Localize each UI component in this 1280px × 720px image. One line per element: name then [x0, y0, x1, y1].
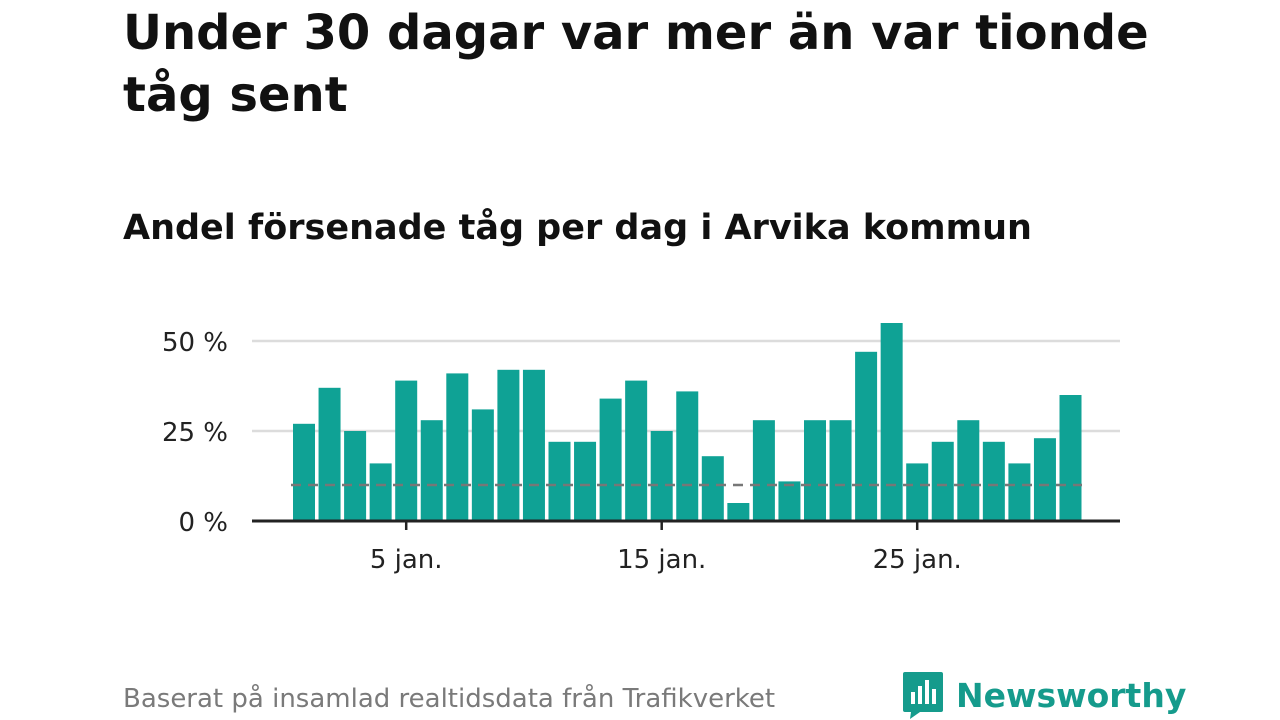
- headline: Under 30 dagar var mer än var tionde tåg…: [123, 5, 1149, 123]
- bar: [318, 387, 341, 521]
- y-tick-label: 0 %: [178, 508, 228, 538]
- x-tick-label: 15 jan.: [617, 545, 706, 575]
- bar: [420, 420, 443, 521]
- newsworthy-logo-icon: [903, 672, 943, 719]
- x-tick-label: 5 jan.: [370, 545, 443, 575]
- bar: [676, 391, 699, 521]
- bar: [931, 441, 954, 521]
- bar: [906, 463, 929, 521]
- bar: [650, 431, 673, 521]
- bar: [574, 441, 597, 521]
- bar: [446, 373, 469, 521]
- bar: [395, 380, 418, 521]
- brand-name: Newsworthy: [956, 675, 1187, 715]
- bar: [829, 420, 852, 521]
- bar: [344, 431, 367, 521]
- bar: [1033, 438, 1056, 521]
- bar: [880, 323, 903, 521]
- bar: [804, 420, 826, 521]
- bar: [982, 441, 1005, 521]
- bar: [497, 369, 520, 521]
- bar: [293, 423, 315, 521]
- bar: [369, 463, 392, 521]
- bar: [471, 409, 494, 521]
- bar: [548, 441, 571, 521]
- y-tick-label: 25 %: [162, 418, 228, 448]
- bar: [599, 398, 622, 521]
- y-tick-label: 50 %: [162, 328, 228, 358]
- chart-title: Andel försenade tåg per dag i Arvika kom…: [123, 208, 1032, 248]
- bar: [701, 456, 724, 521]
- bar: [1008, 463, 1031, 521]
- bar: [727, 503, 750, 521]
- bar: [855, 351, 878, 521]
- bar: [522, 369, 545, 521]
- bar: [778, 481, 801, 521]
- source-note: Baserat på insamlad realtidsdata från Tr…: [123, 684, 776, 714]
- bar: [957, 420, 980, 521]
- bar: [625, 380, 648, 521]
- bar: [1059, 395, 1082, 521]
- bar: [752, 420, 775, 521]
- x-tick-label: 25 jan.: [873, 545, 962, 575]
- brand-logo: Newsworthy: [902, 670, 1186, 720]
